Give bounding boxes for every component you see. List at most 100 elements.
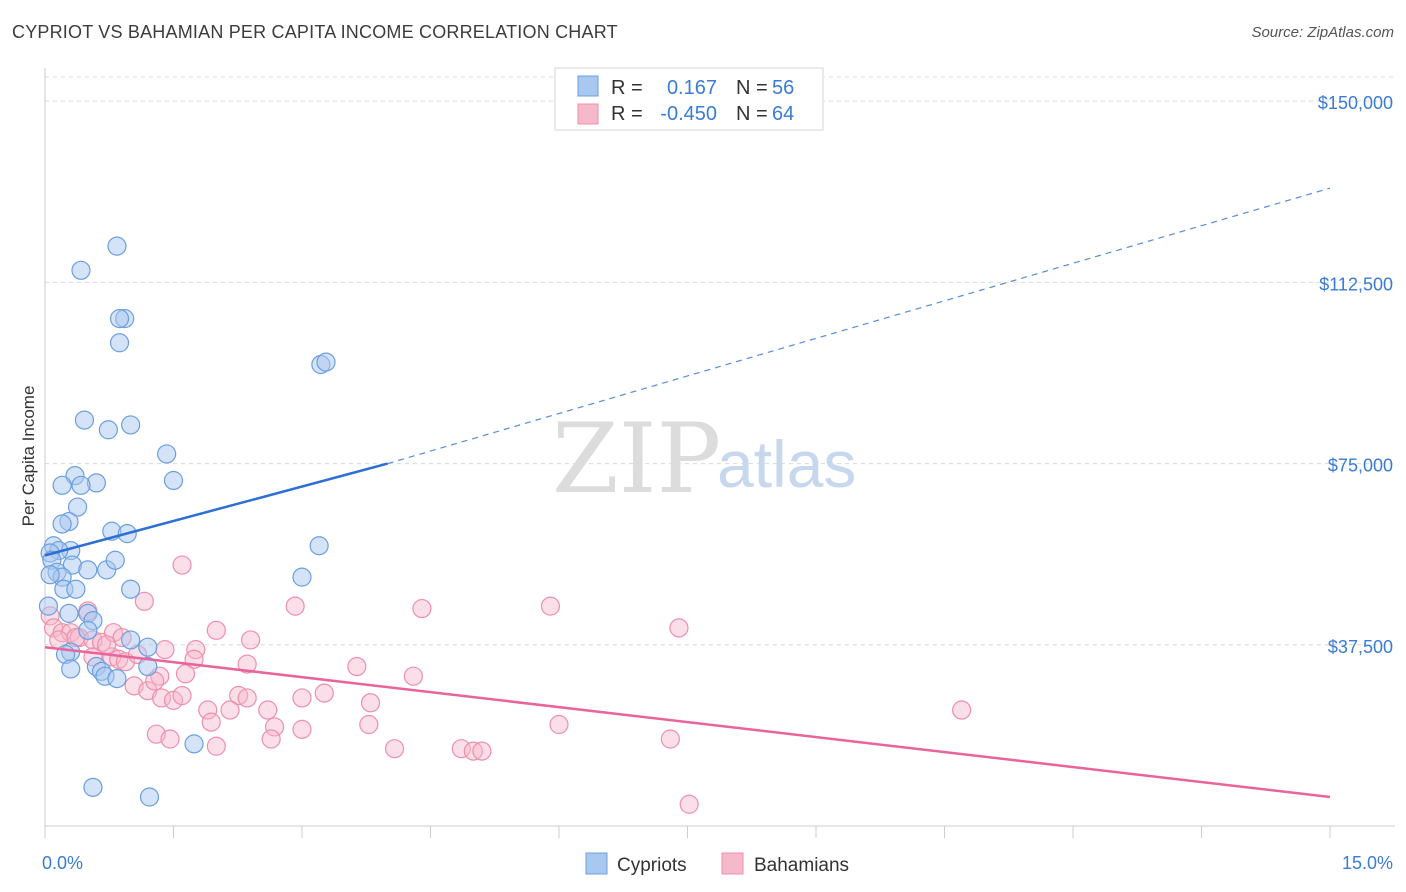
cypriots-point-51 — [107, 669, 127, 689]
x-tick-label-1: 15.0% — [1342, 853, 1393, 873]
bahamians-point-11 — [172, 555, 192, 575]
chart-source: Source: ZipAtlas.com — [1251, 24, 1394, 41]
cypriots-point-6 — [316, 352, 336, 372]
legend-n-label-2: N = — [736, 103, 768, 125]
bahamians-point-57 — [472, 741, 492, 761]
bahamians-point-10 — [134, 591, 154, 611]
trend-lines — [44, 187, 1331, 799]
y-tick-label-3: $150,000 — [1318, 93, 1393, 113]
axes — [44, 68, 1395, 838]
cypriots-point-35 — [121, 579, 141, 599]
y-tick-label-0: $37,500 — [1328, 637, 1393, 657]
x-tick-labels: 0.0% 15.0% — [42, 853, 1393, 873]
bahamians-point-52 — [451, 739, 471, 759]
cypriots-point-18 — [52, 514, 72, 534]
cypriots-point-53 — [83, 777, 103, 797]
bahamians-point-32 — [151, 688, 172, 708]
cypriots-point-14 — [71, 475, 91, 495]
bahamians-point-41 — [220, 700, 240, 720]
bahamians-point-51 — [384, 739, 405, 759]
legend-n-label-1: N = — [736, 77, 768, 99]
cypriots-point-44 — [138, 637, 158, 657]
bahamians-point-16 — [206, 620, 226, 640]
bahamians-point-55 — [952, 700, 972, 720]
bahamians-point-42 — [258, 700, 278, 720]
bahamians-point-40 — [198, 700, 218, 720]
bahamians-point-54 — [660, 729, 680, 749]
bahamians-point-17 — [241, 630, 261, 650]
cypriots-point-9 — [121, 415, 141, 435]
cypriots-point-8 — [98, 420, 118, 440]
y-axis-label: Per Capita Income — [19, 386, 38, 527]
bahamians-point-26 — [347, 656, 367, 677]
bahamians-point-37 — [292, 688, 312, 708]
bahamians-trend-line — [44, 645, 1331, 799]
bahamians-point-45 — [292, 719, 312, 739]
bahamians-point-13 — [412, 598, 432, 619]
watermark-zip: ZIP — [552, 403, 721, 515]
legend-r-label-1: R = — [611, 77, 643, 99]
cypriots-point-28 — [78, 560, 98, 580]
cypriots-point-55 — [61, 659, 81, 679]
cypriots-point-16 — [67, 497, 88, 517]
bahamians-point-46 — [359, 714, 379, 735]
bottom-legend-swatch-cypriots — [585, 852, 608, 875]
cypriots-point-38 — [38, 596, 59, 616]
bahamians-point-49 — [160, 729, 180, 749]
cypriots-point-4 — [109, 309, 130, 329]
legend-r-value-2: -0.450 — [660, 103, 717, 125]
cypriots-point-48 — [138, 656, 158, 677]
bahamians-points — [40, 555, 972, 814]
bahamians-point-19 — [186, 640, 206, 660]
cypriots-point-34 — [292, 567, 312, 587]
legend-n-value-1: 56 — [772, 77, 794, 99]
y-tick-label-2: $112,500 — [1319, 274, 1393, 294]
bahamians-point-44 — [264, 717, 285, 737]
legend-swatch-cypriots — [577, 75, 599, 97]
correlation-legend: R = 0.167 N = 56 R = -0.450 N = 64 — [554, 67, 824, 131]
watermark-atlas: atlas — [717, 427, 856, 501]
cypriots-point-0 — [71, 260, 91, 280]
cypriots-point-37 — [66, 579, 86, 599]
bottom-legend-bahamians: Bahamians — [754, 855, 849, 876]
bahamians-point-43 — [201, 712, 221, 732]
bahamians-point-25 — [237, 654, 257, 674]
bahamians-point-34 — [172, 685, 192, 706]
cypriots-point-7 — [74, 410, 95, 430]
bahamians-point-50 — [261, 729, 281, 749]
bahamians-point-15 — [669, 618, 689, 638]
bahamians-point-38 — [314, 683, 334, 703]
cypriots-point-2 — [109, 333, 130, 353]
bahamians-point-61 — [97, 635, 117, 655]
cypriots-trend-line — [44, 462, 388, 557]
bahamians-point-47 — [549, 714, 569, 735]
x-tick-label-0: 0.0% — [42, 853, 83, 873]
legend-r-value-1: 0.167 — [667, 77, 717, 99]
cypriots-point-11 — [163, 470, 184, 491]
cypriots-points — [38, 236, 336, 807]
cypriots-point-30 — [105, 550, 125, 570]
bottom-legend-swatch-bahamians — [721, 852, 744, 875]
bahamians-point-27 — [403, 666, 423, 686]
cypriots-point-33 — [40, 565, 60, 585]
bahamians-point-39 — [360, 693, 381, 713]
grid-lines — [45, 76, 1395, 646]
cypriots-trend-extension — [387, 187, 1331, 465]
bahamians-point-58 — [206, 736, 226, 756]
bahamians-point-14 — [540, 596, 561, 616]
cypriots-point-21 — [309, 536, 329, 556]
cypriots-point-43 — [121, 630, 141, 650]
bahamians-point-12 — [285, 596, 305, 616]
cypriots-point-52 — [184, 734, 204, 754]
legend-n-value-2: 64 — [772, 103, 794, 125]
cypriots-point-10 — [157, 444, 177, 464]
bahamians-point-36 — [237, 688, 257, 708]
legend-swatch-bahamians — [577, 103, 599, 125]
bahamians-point-18 — [155, 640, 175, 660]
y-tick-labels: $37,500 $75,000 $112,500 $150,000 — [1318, 93, 1393, 657]
cypriots-point-42 — [78, 620, 98, 640]
legend-box — [554, 67, 824, 131]
chart-title: CYPRIOT VS BAHAMIAN PER CAPITA INCOME CO… — [12, 22, 618, 42]
cypriots-point-15 — [52, 475, 72, 495]
